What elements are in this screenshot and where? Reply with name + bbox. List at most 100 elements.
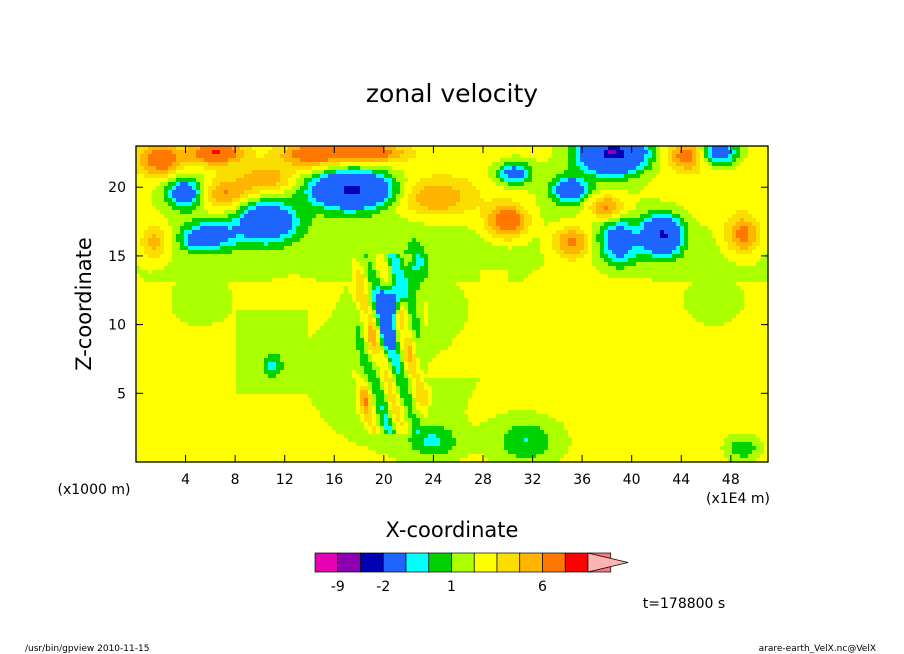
field-cell bbox=[316, 206, 321, 211]
field-cell bbox=[684, 154, 689, 159]
field-cell bbox=[220, 222, 225, 227]
field-cell bbox=[136, 166, 141, 171]
field-cell bbox=[732, 182, 737, 187]
field-cell bbox=[252, 202, 257, 207]
field-cell bbox=[476, 234, 481, 239]
field-cell bbox=[620, 158, 625, 163]
field-cell bbox=[564, 146, 569, 151]
field-cell bbox=[696, 226, 701, 231]
field-cell bbox=[152, 218, 157, 223]
field-cell bbox=[504, 174, 509, 179]
field-cell bbox=[736, 254, 741, 259]
field-cell bbox=[744, 190, 749, 195]
field-cell bbox=[660, 230, 665, 235]
field-cell bbox=[628, 214, 633, 219]
field-cell bbox=[604, 222, 609, 227]
field-cell bbox=[692, 226, 697, 231]
field-cell bbox=[188, 258, 193, 263]
field-cell bbox=[384, 170, 389, 175]
field-cell bbox=[468, 206, 473, 211]
field-cell bbox=[516, 214, 521, 219]
field-cell bbox=[172, 162, 177, 167]
field-cell bbox=[620, 202, 625, 207]
field-cell bbox=[728, 262, 733, 267]
field-cell bbox=[496, 202, 501, 207]
field-cell bbox=[508, 226, 513, 231]
field-cell bbox=[168, 146, 173, 151]
field-cell bbox=[536, 230, 541, 235]
field-cell bbox=[452, 234, 457, 239]
field-cell bbox=[508, 218, 513, 223]
field-cell bbox=[328, 198, 333, 203]
field-cell bbox=[292, 226, 297, 231]
field-cell bbox=[164, 226, 169, 231]
field-cell bbox=[196, 158, 201, 163]
field-cell bbox=[312, 266, 317, 271]
field-cell bbox=[684, 174, 689, 179]
field-cell bbox=[196, 182, 201, 187]
field-cell bbox=[688, 146, 693, 151]
field-cell bbox=[600, 210, 605, 215]
field-cell bbox=[448, 218, 453, 223]
field-cell bbox=[332, 162, 337, 167]
field-cell bbox=[692, 146, 697, 151]
field-cell bbox=[460, 198, 465, 203]
field-cell bbox=[252, 270, 257, 275]
field-cell bbox=[560, 226, 565, 231]
field-cell bbox=[464, 218, 469, 223]
field-cell bbox=[292, 242, 297, 247]
field-cell bbox=[352, 170, 357, 175]
field-cell bbox=[652, 186, 657, 191]
field-cell bbox=[600, 206, 605, 211]
field-cell bbox=[312, 158, 317, 163]
field-cell bbox=[464, 178, 469, 183]
field-cell bbox=[680, 210, 685, 215]
field-cell bbox=[736, 194, 741, 199]
field-cell bbox=[364, 222, 369, 227]
field-cell bbox=[524, 146, 529, 151]
field-cell bbox=[152, 230, 157, 235]
field-cell bbox=[428, 146, 433, 151]
field-cell bbox=[264, 186, 269, 191]
field-cell bbox=[708, 178, 713, 183]
field-cell bbox=[396, 266, 401, 271]
field-cell bbox=[408, 170, 413, 175]
field-cell bbox=[172, 150, 177, 155]
field-cell bbox=[312, 222, 317, 227]
field-cell bbox=[604, 262, 609, 267]
field-cell bbox=[640, 234, 645, 239]
field-cell bbox=[164, 194, 169, 199]
field-cell bbox=[156, 238, 161, 243]
field-cell bbox=[260, 270, 265, 275]
field-cell bbox=[404, 230, 409, 235]
field-cell bbox=[304, 190, 309, 195]
field-cell bbox=[196, 238, 201, 243]
field-cell bbox=[612, 210, 617, 215]
field-cell bbox=[364, 210, 369, 215]
field-cell bbox=[388, 198, 393, 203]
field-cell bbox=[292, 174, 297, 179]
field-cell bbox=[464, 222, 469, 227]
field-cell bbox=[504, 158, 509, 163]
field-cell bbox=[452, 238, 457, 243]
field-cell bbox=[200, 210, 205, 215]
field-cell bbox=[652, 214, 657, 219]
field-cell bbox=[216, 242, 221, 247]
field-cell bbox=[196, 266, 201, 271]
field-cell bbox=[752, 234, 757, 239]
field-cell bbox=[328, 226, 333, 231]
field-cell bbox=[720, 266, 725, 271]
field-cell bbox=[320, 162, 325, 167]
field-cell bbox=[644, 262, 649, 267]
field-cell bbox=[352, 258, 357, 263]
field-cell bbox=[456, 210, 461, 215]
field-cell bbox=[224, 222, 229, 227]
field-cell bbox=[636, 222, 641, 227]
field-cell bbox=[232, 238, 237, 243]
field-cell bbox=[176, 242, 181, 247]
field-cell bbox=[144, 214, 149, 219]
field-cell bbox=[440, 206, 445, 211]
field-cell bbox=[496, 218, 501, 223]
field-cell bbox=[180, 162, 185, 167]
field-cell bbox=[400, 270, 405, 275]
